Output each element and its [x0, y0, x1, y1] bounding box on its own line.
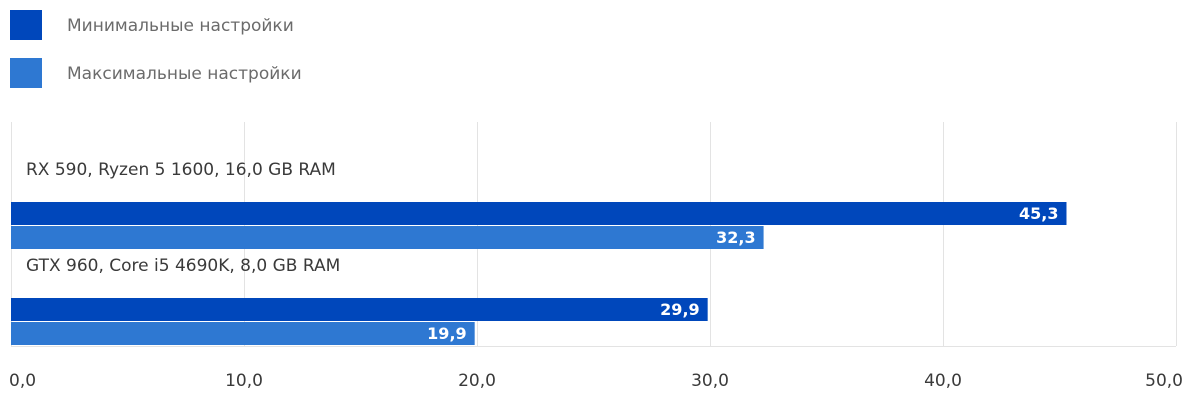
tick-label-3: 30,0	[691, 371, 729, 391]
legend-swatch-2	[10, 58, 42, 88]
bar-1-series-1	[11, 202, 1067, 225]
category-label-1: RX 590, Ryzen 5 1600, 16,0 GB RAM	[26, 160, 336, 180]
tick-label-1: 10,0	[225, 371, 263, 391]
value-label-1-series-1: 45,3	[1019, 204, 1058, 223]
legend-label-1: Минимальные настройки	[67, 16, 294, 36]
tick-label-4: 40,0	[924, 371, 962, 391]
category-labels: RX 590, Ryzen 5 1600, 16,0 GB RAM GTX 960…	[26, 160, 340, 276]
gridlines	[11, 122, 1177, 347]
legend-swatch-1	[10, 10, 42, 40]
bar-2-series-1	[11, 298, 708, 321]
bar-2-series-2	[11, 322, 475, 345]
tick-label-2: 20,0	[458, 371, 496, 391]
legend-label-2: Максимальные настройки	[67, 64, 302, 84]
bars: 45,3 32,3 29,9 19,9	[11, 202, 1067, 345]
tick-label-5: 50,0	[1145, 371, 1183, 391]
tick-label-0: 0,0	[9, 371, 36, 391]
x-axis-ticks: 0,0 10,0 20,0 30,0 40,0 50,0	[9, 371, 1183, 391]
value-label-2-series-1: 29,9	[660, 300, 699, 319]
bar-1-series-2	[11, 226, 764, 249]
value-label-2-series-2: 19,9	[427, 324, 466, 343]
category-label-2: GTX 960, Core i5 4690K, 8,0 GB RAM	[26, 256, 340, 276]
legend: Минимальные настройки Максимальные настро…	[10, 10, 302, 88]
value-label-1-series-2: 32,3	[716, 228, 755, 247]
